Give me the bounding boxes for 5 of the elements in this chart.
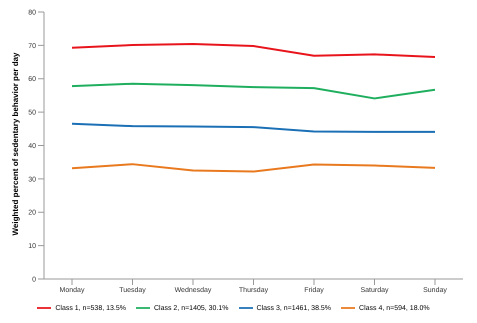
y-axis-title: Weighted percent of sedentary behavior per day bbox=[10, 52, 20, 236]
line-series bbox=[71, 163, 436, 173]
line-series bbox=[71, 43, 436, 58]
line-series bbox=[71, 122, 436, 133]
line-series bbox=[71, 82, 436, 100]
